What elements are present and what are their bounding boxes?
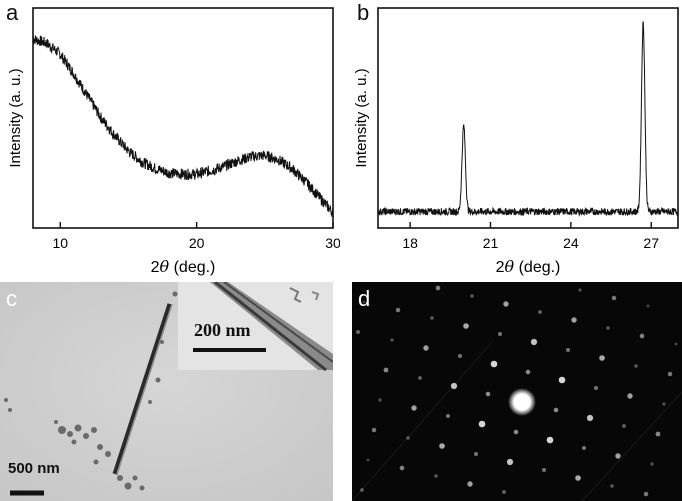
saed-diffraction-spot — [525, 369, 531, 375]
saed-diffraction-spot — [599, 355, 605, 361]
saed-diffraction-spot — [418, 376, 422, 380]
saed-diffraction-spot — [467, 481, 473, 487]
saed-diffraction-spot — [463, 323, 469, 329]
saed-diffraction-spot — [674, 342, 678, 346]
saed-diffraction-spot — [503, 301, 509, 307]
saed-diffraction-spot — [390, 338, 394, 342]
tem-debris — [4, 291, 178, 491]
chart-a-xtick-label: 10 — [52, 235, 68, 251]
saed-diffraction-spot — [622, 424, 626, 428]
saed-diffraction-spot — [450, 382, 458, 390]
saed-diffraction-spot — [581, 445, 587, 451]
saed-diffraction-spot — [643, 491, 649, 497]
saed-diffraction-spot — [478, 420, 486, 428]
saed-diffraction-spot — [497, 331, 503, 337]
saed-diffraction-spot — [445, 413, 451, 419]
saed-diffraction-spot — [565, 347, 571, 353]
chart-b-xtick-label: 21 — [483, 235, 499, 251]
chart-b-xtick-label: 24 — [563, 235, 579, 251]
chart-a-xtick-label: 30 — [325, 235, 340, 251]
panel-label-b: b — [357, 0, 370, 25]
tem-image: 200 nm 500 nm c — [0, 282, 333, 501]
saed-diffraction-spot — [406, 436, 410, 440]
saed-diffraction-spot — [430, 316, 434, 320]
saed-diffraction-spot — [615, 453, 621, 459]
saed-diffraction-spot — [578, 288, 582, 292]
chart-b-series-line — [377, 21, 679, 217]
saed-diffraction-spot — [411, 405, 417, 411]
saed-diffraction-spot — [470, 294, 474, 298]
chart-b-xlabel: 2θ (deg.) — [496, 257, 561, 276]
saed-diffraction-spot — [553, 407, 559, 413]
saed-diffraction-spot — [434, 474, 438, 478]
chart-b-xtick-label: 27 — [643, 235, 659, 251]
saed-diffraction-spot — [611, 295, 617, 301]
chart-b-xrd: 18 21 24 27 Intensity (a. u.) 2θ (deg.) — [353, 7, 679, 276]
chart-a-xrd: 10 20 30 Intensity (a. u.) 2θ (deg.) — [7, 7, 340, 276]
saed-diffraction-spot — [606, 326, 610, 330]
tem-nanorod — [112, 303, 173, 475]
saed-diffraction-spot — [610, 484, 614, 488]
tem-inset-scale-label: 200 nm — [194, 320, 251, 340]
saed-diffraction-spot — [366, 458, 370, 462]
saed-diffraction-spot — [399, 465, 405, 471]
panel-label-a: a — [6, 0, 19, 25]
saed-diffraction-spot — [530, 338, 538, 346]
saed-diffraction-spot — [667, 371, 673, 377]
saed-diffraction-spot — [473, 451, 479, 457]
saed-diffraction-spot — [378, 398, 382, 402]
chart-b-ylabel: Intensity (a. u.) — [353, 68, 370, 167]
saed-diffraction-spot — [360, 488, 364, 492]
saed-diffraction-spot — [541, 467, 547, 473]
saed-diffraction-spot — [502, 490, 506, 494]
saed-diffraction-spot — [423, 345, 429, 351]
saed-diffraction-spot — [662, 402, 666, 406]
saed-diffraction-spot — [650, 462, 654, 466]
saed-diffraction-spot — [435, 285, 441, 291]
saed-diffraction-spot — [513, 429, 519, 435]
tem-scale-label: 500 nm — [8, 460, 60, 477]
saed-diffraction-spot — [439, 443, 445, 449]
saed-diffraction-spot — [558, 376, 566, 384]
saed-diffraction-spot — [586, 414, 594, 422]
chart-b-plot-frame — [377, 7, 679, 229]
saed-diffraction-spot — [627, 393, 633, 399]
saed-diffraction-spot — [538, 310, 542, 314]
chart-a-plot-frame — [32, 7, 334, 229]
saed-diffraction-spot — [593, 385, 599, 391]
chart-a-series-line — [32, 35, 334, 217]
saed-diffraction-spot — [506, 458, 514, 466]
saed-diffraction-spot — [383, 367, 389, 373]
saed-diffraction-spot — [485, 391, 491, 397]
saed-diffraction-spot — [457, 353, 463, 359]
saed-diffraction-spot — [355, 329, 361, 335]
saed-diffraction-spot — [371, 427, 377, 433]
chart-a-xtick-label: 20 — [189, 235, 205, 251]
saed-diffraction-spot — [395, 307, 401, 313]
saed-diffraction-spot — [571, 317, 577, 323]
saed-diffraction-spot — [655, 431, 661, 437]
panel-label-d: d — [358, 286, 371, 311]
chart-a-ylabel: Intensity (a. u.) — [7, 68, 24, 167]
saed-diffraction-spot — [646, 304, 650, 308]
saed-pattern: d — [352, 282, 682, 501]
saed-diffraction-spot — [639, 333, 645, 339]
saed-diffraction-spot — [546, 436, 554, 444]
chart-a-xlabel: 2θ (deg.) — [151, 257, 216, 276]
saed-diffraction-spot — [490, 360, 498, 368]
panel-label-c: c — [6, 286, 17, 311]
saed-diffraction-spot — [362, 300, 366, 304]
saed-diffraction-spot — [634, 364, 638, 368]
chart-b-xtick-label: 18 — [402, 235, 418, 251]
saed-diffraction-spot — [575, 475, 581, 481]
tem-inset — [178, 282, 333, 372]
